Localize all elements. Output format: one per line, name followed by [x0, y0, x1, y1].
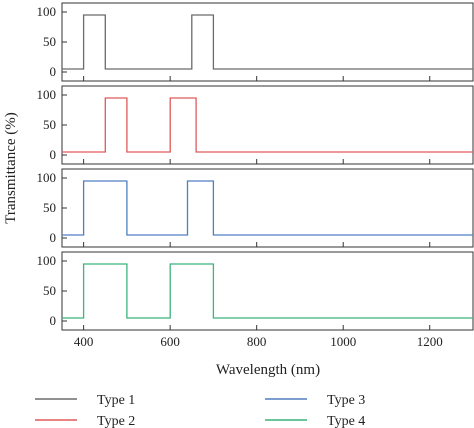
legend-label: Type 3	[327, 393, 365, 408]
x-axis: 400 600 800 1000 1200	[74, 334, 443, 349]
series-line-type-2	[62, 97, 473, 153]
y-tick-label: 0	[50, 230, 57, 245]
x-tick-label: 600	[160, 334, 180, 349]
y-tick-label: 100	[37, 253, 57, 268]
y-tick-label: 100	[37, 170, 57, 185]
x-tick-label: 400	[74, 334, 94, 349]
y-tick-label: 0	[50, 313, 57, 328]
x-tick-label: 800	[247, 334, 267, 349]
x-tick-label: 1000	[330, 334, 356, 349]
panel-1: 0 50 100	[37, 2, 474, 82]
legend-item: Type 4	[265, 414, 365, 428]
y-tick-label: 0	[50, 64, 57, 79]
y-tick-label: 100	[37, 4, 57, 19]
panel-4: 0 50 100	[37, 251, 474, 331]
x-tick-label: 1200	[417, 334, 443, 349]
series-line-type-1	[62, 14, 473, 70]
panel-frame	[61, 2, 474, 82]
series-line-type-3	[62, 180, 473, 236]
legend-item: Type 2	[35, 414, 135, 428]
legend-label: Type 4	[327, 414, 365, 428]
y-tick-label: 0	[50, 147, 57, 162]
panel-frame	[61, 85, 474, 165]
y-tick-label: 50	[43, 200, 56, 215]
series-line-type-4	[62, 263, 473, 319]
panel-frame	[61, 251, 474, 331]
legend-item: Type 3	[265, 393, 365, 408]
panel-2: 0 50 100	[37, 85, 474, 165]
panel-frame	[61, 168, 474, 248]
y-axis-label: Transmittance (%)	[3, 112, 19, 224]
legend: Type 1 Type 2 Type 3 Type 4	[35, 393, 365, 428]
y-tick-label: 50	[43, 283, 56, 298]
panel-3: 0 50 100	[37, 168, 474, 248]
legend-item: Type 1	[35, 393, 135, 408]
legend-label: Type 2	[97, 414, 135, 428]
x-axis-label: Wavelength (nm)	[216, 362, 320, 378]
panels-layer: 0 50 100 0 50 100 0 50 100 0 50 100	[37, 2, 474, 331]
y-tick-label: 50	[43, 34, 56, 49]
y-tick-label: 50	[43, 117, 56, 132]
legend-label: Type 1	[97, 393, 135, 408]
y-tick-label: 100	[37, 87, 57, 102]
